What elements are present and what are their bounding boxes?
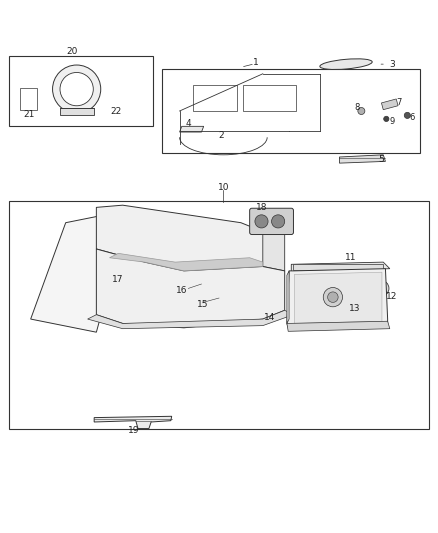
Text: 21: 21 xyxy=(24,110,35,118)
Polygon shape xyxy=(339,155,385,163)
Text: 17: 17 xyxy=(112,275,123,284)
Polygon shape xyxy=(291,262,390,272)
Ellipse shape xyxy=(320,59,372,69)
Text: 16: 16 xyxy=(176,286,187,295)
Polygon shape xyxy=(31,214,123,332)
Polygon shape xyxy=(96,249,285,328)
Polygon shape xyxy=(294,272,382,324)
Text: 4: 4 xyxy=(186,119,191,128)
Circle shape xyxy=(323,287,343,307)
Polygon shape xyxy=(110,253,263,271)
Text: 12: 12 xyxy=(386,292,398,301)
Text: 14: 14 xyxy=(264,313,275,322)
Text: 7: 7 xyxy=(396,98,401,107)
Polygon shape xyxy=(94,416,172,429)
Polygon shape xyxy=(287,269,388,330)
FancyBboxPatch shape xyxy=(250,208,293,235)
Text: 11: 11 xyxy=(345,253,356,262)
Text: 6: 6 xyxy=(409,113,414,122)
Text: 5: 5 xyxy=(378,155,384,164)
Circle shape xyxy=(272,215,285,228)
Text: 3: 3 xyxy=(389,60,395,69)
Text: 2: 2 xyxy=(219,131,224,140)
Text: 9: 9 xyxy=(389,117,395,126)
Circle shape xyxy=(358,108,365,115)
Circle shape xyxy=(384,116,389,122)
Circle shape xyxy=(373,280,389,296)
Bar xyxy=(20,88,37,110)
Bar xyxy=(381,99,398,110)
Bar xyxy=(9,201,429,429)
Text: 10: 10 xyxy=(218,183,229,192)
Circle shape xyxy=(377,284,385,293)
Polygon shape xyxy=(287,321,390,332)
Text: 18: 18 xyxy=(256,203,267,212)
Circle shape xyxy=(60,72,93,106)
Polygon shape xyxy=(263,231,285,271)
Polygon shape xyxy=(287,271,289,324)
Circle shape xyxy=(404,112,410,118)
Bar xyxy=(162,69,420,152)
Bar xyxy=(9,56,153,126)
Polygon shape xyxy=(96,205,272,271)
Bar xyxy=(293,264,383,270)
Text: 19: 19 xyxy=(128,426,139,435)
Polygon shape xyxy=(88,310,293,329)
Bar xyxy=(243,85,296,111)
Text: 8: 8 xyxy=(354,103,360,112)
Bar xyxy=(193,85,237,111)
Text: 1: 1 xyxy=(253,58,259,67)
Text: 15: 15 xyxy=(197,300,208,309)
Polygon shape xyxy=(180,126,204,132)
Polygon shape xyxy=(60,108,94,115)
Circle shape xyxy=(53,65,101,113)
Text: 22: 22 xyxy=(110,107,122,116)
Text: 13: 13 xyxy=(349,304,360,313)
Circle shape xyxy=(255,215,268,228)
Text: 20: 20 xyxy=(67,47,78,56)
Circle shape xyxy=(328,292,338,302)
